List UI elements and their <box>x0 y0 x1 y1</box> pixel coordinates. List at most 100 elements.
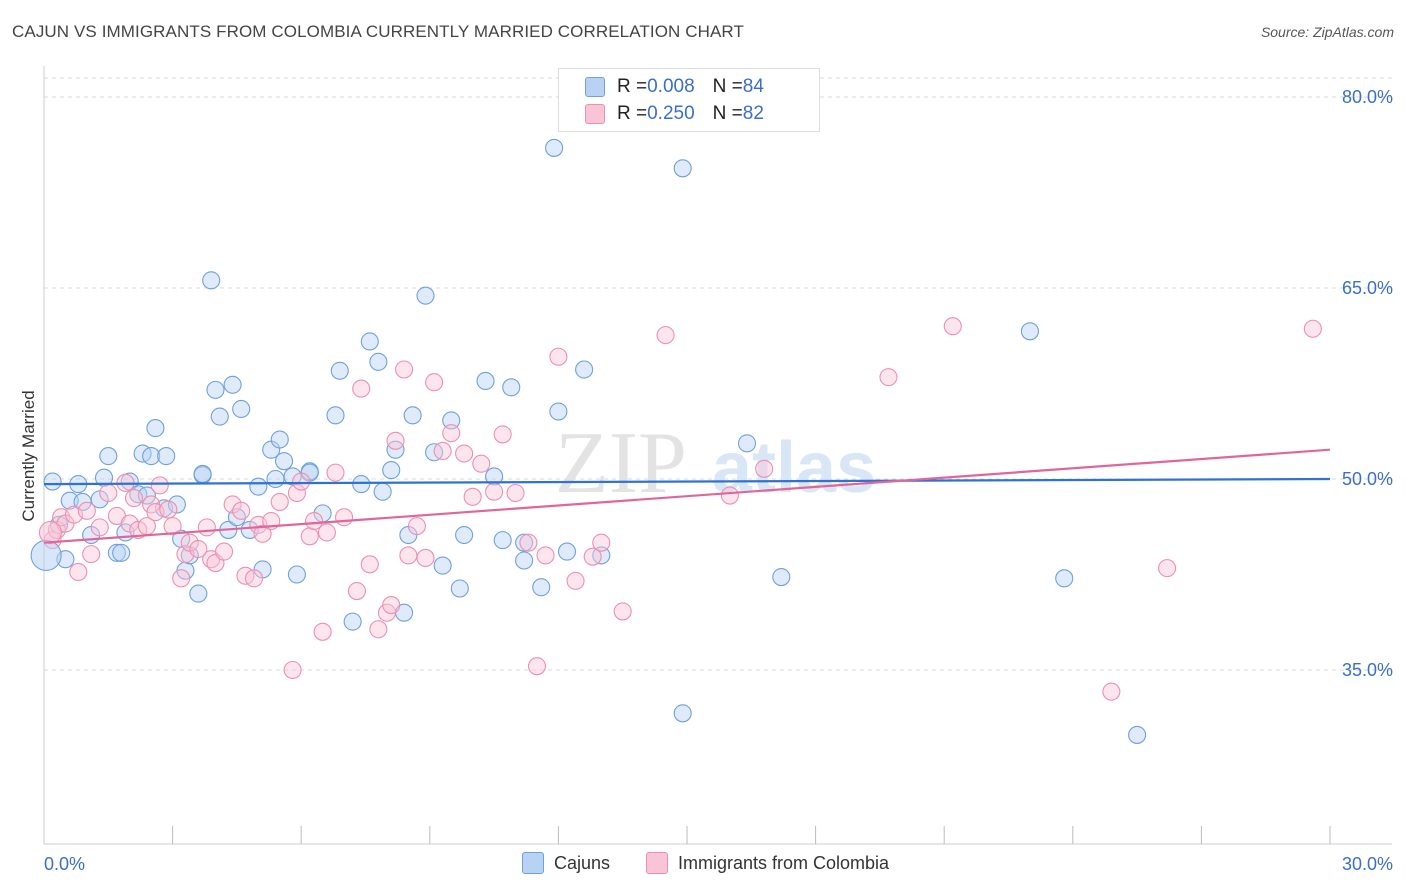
colombia-point <box>253 524 272 543</box>
cajun-point <box>1055 569 1074 588</box>
cajun-point <box>515 551 534 570</box>
colombia-point <box>1102 682 1121 701</box>
y-tick-label: 50.0% <box>1342 469 1393 489</box>
source-label: Source: ZipAtlas.com <box>1260 24 1394 40</box>
legend-r-label: R = <box>617 103 648 124</box>
cajun-point <box>360 332 379 351</box>
legend-n-value: 82 <box>742 103 764 124</box>
colombia-trend-line <box>43 448 1331 544</box>
cajun-point <box>107 543 126 562</box>
colombia-point <box>283 660 302 680</box>
cajun-point <box>532 578 551 597</box>
colombia-point <box>150 476 169 495</box>
cajun-point <box>403 406 422 425</box>
cajun-point <box>146 419 165 438</box>
colombia-point <box>129 520 148 539</box>
colombia-point <box>270 492 289 511</box>
cajun-point <box>189 584 208 603</box>
cajun-point <box>352 475 371 494</box>
cajun-point <box>112 543 131 562</box>
colombia-point <box>493 425 512 444</box>
legend-row-cajuns: R = 0.008 N = 84 <box>585 75 764 99</box>
colombia-point <box>313 622 332 641</box>
cajun-point <box>549 402 568 421</box>
colombia-point <box>347 582 366 601</box>
colombia-point <box>197 518 216 537</box>
colombia-point <box>425 373 444 392</box>
colombia-point <box>292 472 311 491</box>
colombia-point <box>720 486 739 505</box>
cajun-point <box>330 361 349 380</box>
colombia-point <box>335 508 354 527</box>
cajun-point <box>157 447 176 466</box>
colombia-point <box>519 533 538 552</box>
colombia-point <box>382 596 401 615</box>
colombia-point <box>159 500 178 519</box>
colombia-point <box>583 547 602 566</box>
cajun-point <box>382 461 401 480</box>
legend-r-label: R = <box>617 76 648 97</box>
colombia-point <box>386 431 405 450</box>
cajun-point <box>416 286 435 305</box>
cajun-point <box>373 482 392 501</box>
cajun-point <box>1020 322 1039 341</box>
y-axis-label: Currently Married <box>19 390 38 521</box>
axes <box>43 66 1392 845</box>
data-points <box>30 138 1322 744</box>
cajun-trend-line <box>43 477 1331 486</box>
colombia-point <box>433 441 452 461</box>
cajun-point <box>455 525 474 545</box>
cajun-point <box>737 434 757 453</box>
colombia-point <box>549 347 568 366</box>
cajun-point <box>202 271 221 290</box>
trend-lines <box>43 448 1331 544</box>
colombia-point <box>352 379 371 398</box>
cajun-point <box>270 430 289 449</box>
colombia-point <box>82 545 101 564</box>
colombia-point <box>527 657 547 676</box>
cajun-point <box>283 467 302 486</box>
tick-labels: 80.0% 65.0% 50.0% 35.0% 0.0% 30.0% <box>44 87 1393 874</box>
bottom-legend-swatch-pink <box>646 852 668 874</box>
colombia-point <box>360 555 379 574</box>
cajun-point <box>1128 725 1147 744</box>
colombia-point <box>369 620 388 639</box>
cajun-point <box>43 472 62 491</box>
colombia-point <box>442 424 461 443</box>
colombia-point <box>214 542 234 561</box>
cajun-point <box>485 467 504 486</box>
x-tick-label: 0.0% <box>44 854 85 874</box>
colombia-point <box>592 533 611 552</box>
colombia-point <box>536 546 555 565</box>
colombia-point <box>472 454 491 473</box>
bottom-legend-label: Cajuns <box>554 852 611 873</box>
cajun-point <box>515 533 534 552</box>
cajun-point <box>557 542 577 561</box>
correlation-legend: R = 0.008 N = 84 R = 0.250 N = 82 <box>558 68 820 132</box>
legend-swatch-blue <box>585 77 605 97</box>
colombia-point <box>99 483 118 503</box>
cajun-point <box>369 352 388 371</box>
legend-r-value: 0.250 <box>647 103 695 124</box>
cajun-point <box>193 464 212 483</box>
colombia-point <box>879 368 898 387</box>
x-tick-label: 30.0% <box>1342 854 1393 874</box>
colombia-point <box>172 569 191 588</box>
colombia-point <box>416 548 435 567</box>
bottom-legend-cajuns: Cajuns <box>522 852 610 874</box>
colombia-point <box>232 501 251 520</box>
y-tick-label: 65.0% <box>1342 278 1393 298</box>
bottom-legend-swatch-blue <box>522 852 544 874</box>
bottom-legend-label: Immigrants from Colombia <box>678 852 890 873</box>
colombia-point <box>755 459 774 478</box>
colombia-point <box>317 523 336 542</box>
colombia-point <box>287 483 306 503</box>
colombia-point <box>1303 319 1322 338</box>
cajun-point <box>210 407 229 426</box>
cajun-point <box>545 138 564 157</box>
colombia-point <box>613 602 632 621</box>
colombia-point <box>407 517 426 536</box>
colombia-point-cluster <box>38 520 62 545</box>
colombia-point <box>1158 559 1177 578</box>
